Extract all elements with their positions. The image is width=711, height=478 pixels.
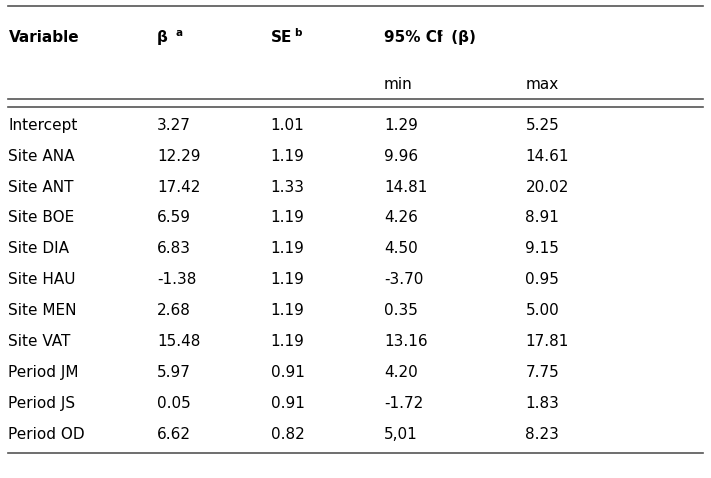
Text: 1.19: 1.19 (270, 241, 304, 256)
Text: 0.91: 0.91 (270, 365, 304, 380)
Text: 14.61: 14.61 (525, 149, 569, 163)
Text: 3.27: 3.27 (157, 118, 191, 133)
Text: SE: SE (270, 30, 292, 45)
Text: β: β (157, 30, 168, 45)
Text: (β): (β) (446, 30, 476, 45)
Text: 8.91: 8.91 (525, 210, 560, 226)
Text: 5.00: 5.00 (525, 303, 560, 318)
Text: -3.70: -3.70 (384, 272, 423, 287)
Text: 5,01: 5,01 (384, 427, 417, 442)
Text: 6.59: 6.59 (157, 210, 191, 226)
Text: 13.16: 13.16 (384, 334, 427, 349)
Text: 1.33: 1.33 (270, 180, 304, 195)
Text: max: max (525, 77, 559, 92)
Text: 2.68: 2.68 (157, 303, 191, 318)
Text: a: a (176, 28, 183, 38)
Text: 1.19: 1.19 (270, 210, 304, 226)
Text: 0.91: 0.91 (270, 396, 304, 411)
Text: 1.19: 1.19 (270, 272, 304, 287)
Text: 14.81: 14.81 (384, 180, 427, 195)
Text: 1.19: 1.19 (270, 303, 304, 318)
Text: Site VAT: Site VAT (9, 334, 71, 349)
Text: min: min (384, 77, 412, 92)
Text: 20.02: 20.02 (525, 180, 569, 195)
Text: Period OD: Period OD (9, 427, 85, 442)
Text: 5.97: 5.97 (157, 365, 191, 380)
Text: -1.72: -1.72 (384, 396, 423, 411)
Text: 0.35: 0.35 (384, 303, 417, 318)
Text: 0.05: 0.05 (157, 396, 191, 411)
Text: Site ANT: Site ANT (9, 180, 74, 195)
Text: Site BOE: Site BOE (9, 210, 75, 226)
Text: 15.48: 15.48 (157, 334, 201, 349)
Text: 0.95: 0.95 (525, 272, 560, 287)
Text: 4.50: 4.50 (384, 241, 417, 256)
Text: 1.19: 1.19 (270, 149, 304, 163)
Text: 12.29: 12.29 (157, 149, 201, 163)
Text: 4.26: 4.26 (384, 210, 417, 226)
Text: 1.19: 1.19 (270, 334, 304, 349)
Text: 1.29: 1.29 (384, 118, 417, 133)
Text: 4.20: 4.20 (384, 365, 417, 380)
Text: 9.15: 9.15 (525, 241, 560, 256)
Text: Site HAU: Site HAU (9, 272, 76, 287)
Text: b: b (294, 28, 302, 38)
Text: Site MEN: Site MEN (9, 303, 77, 318)
Text: 6.62: 6.62 (157, 427, 191, 442)
Text: 8.23: 8.23 (525, 427, 560, 442)
Text: -1.38: -1.38 (157, 272, 196, 287)
Text: Intercept: Intercept (9, 118, 77, 133)
Text: 17.42: 17.42 (157, 180, 201, 195)
Text: 7.75: 7.75 (525, 365, 560, 380)
Text: Site ANA: Site ANA (9, 149, 75, 163)
Text: Period JM: Period JM (9, 365, 79, 380)
Text: c: c (437, 28, 442, 38)
Text: Site DIA: Site DIA (9, 241, 70, 256)
Text: 1.83: 1.83 (525, 396, 560, 411)
Text: 0.82: 0.82 (270, 427, 304, 442)
Text: Variable: Variable (9, 30, 79, 45)
Text: 5.25: 5.25 (525, 118, 560, 133)
Text: 17.81: 17.81 (525, 334, 569, 349)
Text: Period JS: Period JS (9, 396, 75, 411)
Text: 95% CI: 95% CI (384, 30, 442, 45)
Text: 9.96: 9.96 (384, 149, 418, 163)
Text: 6.83: 6.83 (157, 241, 191, 256)
Text: 1.01: 1.01 (270, 118, 304, 133)
